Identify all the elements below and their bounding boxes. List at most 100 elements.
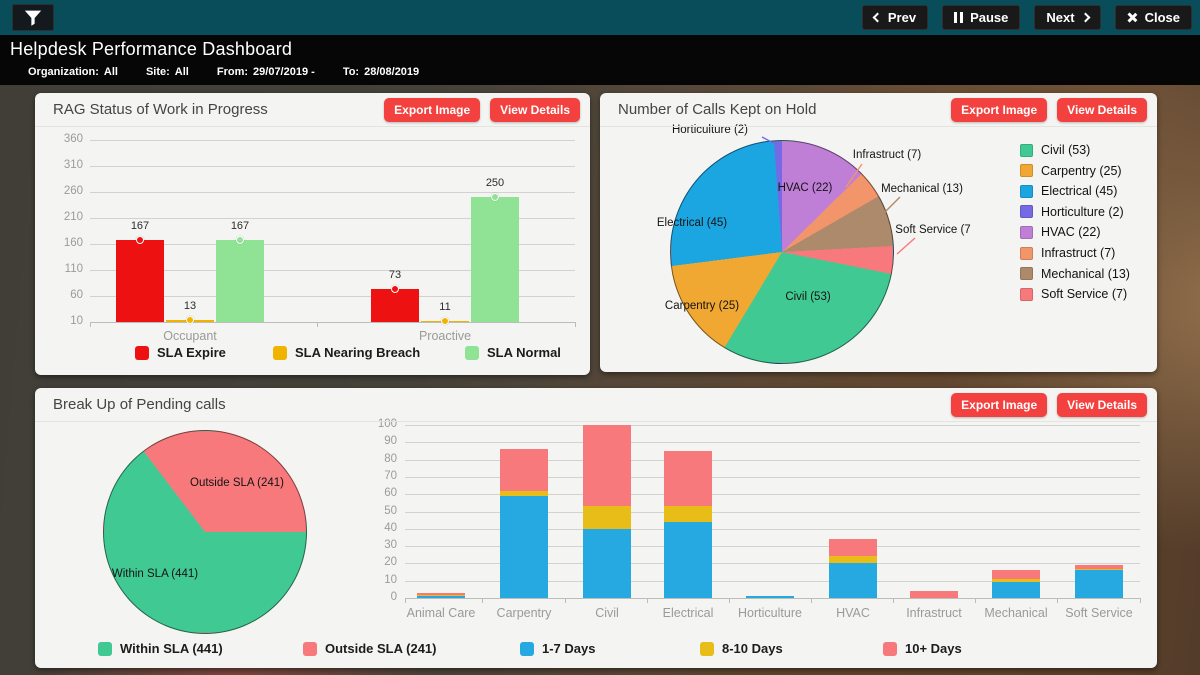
gridline [90,192,575,193]
legend-swatch-1-7-days [520,641,534,656]
bar-10-days-carpentry [500,449,548,491]
pie-label-horticulture: Horticulture (2) [671,124,749,136]
pending-view-details-button[interactable]: View Details [1057,393,1147,417]
pie-label-within-sla: Within SLA (441) [111,568,199,580]
axis-tick [1057,598,1058,603]
bar-8-10-days-hvac [829,556,877,564]
legend-item-10-days: 10+ Days [883,641,962,656]
gridline [405,511,1140,513]
pie-label-mechanical: Mechanical (13) [881,183,963,195]
axis-tick [90,322,91,327]
bar-10-days-hvac [829,539,877,557]
y-tick-label: 90 [384,435,397,448]
axis-tick [317,322,318,327]
y-tick-label: 40 [384,521,397,534]
y-tick-label: 60 [384,487,397,500]
hold-view-details-button[interactable]: View Details [1057,98,1147,122]
gridline [405,442,1140,444]
next-button[interactable]: Next [1034,5,1101,30]
legend-item-infrastruct-7: Infrastruct (7) [1020,246,1115,260]
filter-funnel-icon [23,9,43,27]
panel-calls-on-hold: Number of Calls Kept on Hold Export Imag… [600,93,1157,372]
panel-pending-header: Break Up of Pending calls Export Image V… [35,388,1157,422]
legend-swatch-sla-nearing-breach [273,345,287,360]
prev-button-label: Prev [887,10,917,25]
bar-8-10-days-mechanical [992,578,1040,583]
bar-value-sla-normal-proactive: 250 [485,177,505,190]
pause-button-label: Pause [970,10,1009,25]
legend-swatch-hvac-22 [1020,225,1033,239]
legend-label-mechanical-13: Mechanical (13) [1041,266,1130,281]
prev-button[interactable]: Prev [861,5,929,30]
gridline [405,459,1140,461]
bar-1-7-days-hvac [829,563,877,598]
legend-label-sla-expire: SLA Expire [157,345,226,360]
bar-point-sla-expire-proactive [391,285,399,294]
category-label-animal-care: Animal Care [406,606,476,620]
page-title: Helpdesk Performance Dashboard [10,39,293,59]
category-label-proactive: Proactive [418,329,472,343]
panel-pending-title: Break Up of Pending calls [53,396,226,413]
legend-label-horticulture-2: Horticulture (2) [1041,204,1124,219]
legend-label-carpentry-25: Carpentry (25) [1041,163,1122,178]
pending-export-image-button[interactable]: Export Image [951,393,1048,417]
category-label-soft-service: Soft Service [1065,606,1133,620]
category-label-mechanical: Mechanical [984,606,1048,620]
pie-label-soft-service: Soft Service (7 [895,224,971,236]
bar-1-7-days-electrical [664,521,712,598]
close-button[interactable]: Close [1114,5,1192,30]
y-tick-label: 30 [384,539,397,552]
x-axis-line [90,322,575,323]
legend-swatch-mechanical-13 [1020,267,1033,281]
pie-label-outside-sla: Outside SLA (241) [190,477,284,489]
y-tick-label: 0 [390,591,397,603]
legend-swatch-10-days [883,641,897,656]
hold-export-image-button[interactable]: Export Image [951,98,1048,122]
bar-10-days-civil [583,425,631,507]
gridline [90,140,575,141]
legend-label-infrastruct-7: Infrastruct (7) [1041,246,1116,260]
pie-label-electrical: Electrical (45) [656,217,728,229]
pie-label-infrastruct: Infrastruct (7) [852,149,922,161]
legend-label-1-7-days: 1-7 Days [542,641,596,656]
gridline [90,296,575,297]
bar-value-sla-nearing-breach-proactive: 11 [439,301,451,313]
slideshow-controls: Prev Pause Next Close [861,5,1192,30]
pause-button[interactable]: Pause [942,5,1021,30]
bar-10-days-mechanical [992,570,1040,579]
bar-point-sla-nearing-breach-occupant [186,316,194,325]
gridline [90,244,575,245]
header: Helpdesk Performance Dashboard Organizat… [0,35,1200,85]
panel-rag-status: RAG Status of Work in Progress Export Im… [35,93,590,375]
bar-8-10-days-civil [583,506,631,529]
legend-label-hvac-22: HVAC (22) [1041,225,1101,240]
category-label-civil: Civil [595,606,619,620]
y-tick-label: 60 [70,289,83,301]
rag-export-image-button[interactable]: Export Image [384,98,481,122]
legend-swatch-soft-service-7 [1020,287,1033,301]
gridline [405,546,1140,548]
legend-swatch-carpentry-25 [1020,164,1033,178]
bar-10-days-electrical [664,450,712,507]
pie-pending_pie [103,430,307,634]
y-tick-label: 310 [63,159,83,171]
category-label-electrical: Electrical [662,606,714,620]
filter-summary: Organization: All Site: All From: 29/07/… [28,66,419,78]
x-axis-line [405,598,1140,599]
y-tick-label: 50 [384,504,397,517]
y-tick-label: 80 [384,452,397,465]
next-button-label: Next [1046,10,1075,25]
filter-button[interactable] [12,4,54,31]
bar-value-sla-normal-occupant: 167 [230,220,250,233]
bar-10-days-soft-service [1075,565,1123,569]
top-toolbar: Prev Pause Next Close [0,0,1200,35]
legend-label-outside-sla-241: Outside SLA (241) [325,641,437,656]
axis-tick [405,598,406,603]
legend-item-carpentry-25: Carpentry (25) [1020,164,1122,178]
y-tick-label: 110 [64,263,83,275]
bar-8-10-days-electrical [664,506,712,522]
legend-item-within-sla-441: Within SLA (441) [98,641,223,656]
rag-view-details-button[interactable]: View Details [490,98,580,122]
gridline [405,494,1140,496]
legend-swatch-within-sla-441 [98,641,112,656]
